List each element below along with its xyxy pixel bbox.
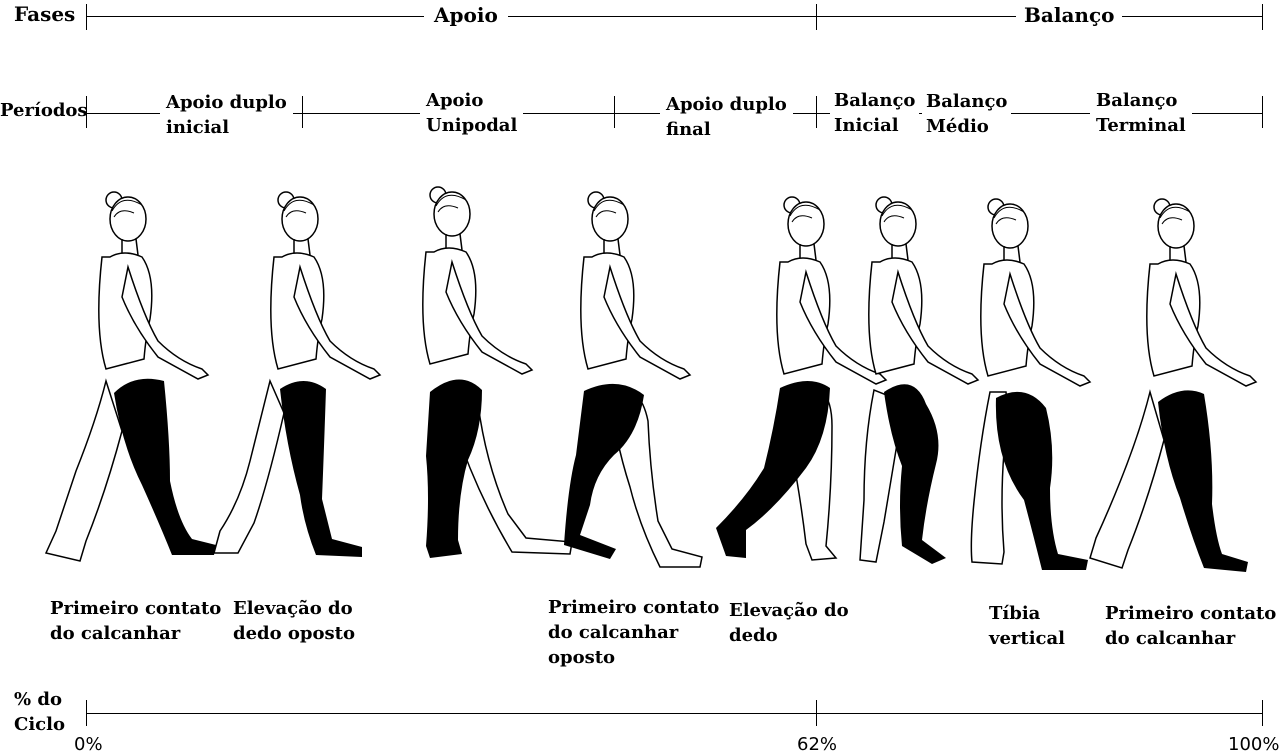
periods-tick-2 [614,96,615,128]
event-label-initial-contact: Primeiro contato do calcanhar [50,596,222,646]
figure-6 [859,196,979,564]
figure-1 [44,191,216,562]
period-label-terminal-swing: Balanço Terminal [1090,88,1192,138]
period-label-double-support-final: Apoio duplo final [660,92,793,142]
period-label-initial-swing: Balanço Inicial [830,88,920,138]
cycle-tick-end [1262,700,1263,726]
cycle-label: % do Ciclo [14,687,65,737]
figure-5 [716,196,887,561]
cycle-start-label: 0% [74,734,103,755]
phases-tick-end [1262,4,1263,30]
figure-7 [970,198,1091,570]
cycle-tick-mid [816,700,817,726]
phases-line [86,16,1262,17]
period-label-double-support-initial: Apoio duplo inicial [160,90,293,140]
figure-3 [422,186,573,558]
cycle-mid-label: 62% [797,734,838,755]
cycle-tick-start [86,700,87,726]
phase-swing-label: Balanço [1016,3,1123,28]
cycle-end-label: 100% [1228,734,1280,755]
periods-tick-0 [86,96,87,128]
periods-label: Períodos [0,98,88,123]
periods-tick-1 [302,96,303,128]
phases-tick-start [86,4,87,30]
figure-4 [564,191,703,568]
periods-tick-3 [816,96,817,128]
gait-figures [44,186,1257,572]
event-label-toe-off: Elevação do dedo [729,598,849,648]
phases-tick-mid [816,4,817,30]
periods-tick-6 [1262,96,1263,128]
period-label-mid-swing: Balanço Médio [922,89,1012,139]
cycle-line [86,713,1262,714]
phase-stance-label: Apoio [424,3,508,28]
figure-8 [1089,198,1257,572]
event-label-initial-contact-end: Primeiro contato do calcanhar [1105,601,1277,651]
phases-label: Fases [14,2,76,27]
event-label-opposite-initial-contact: Primeiro contato do calcanhar oposto [548,595,720,670]
event-label-opposite-toe-off: Elevação do dedo oposto [233,596,355,646]
period-label-single-support: Apoio Unipodal [420,88,524,138]
event-label-tibia-vertical: Tíbia vertical [989,601,1066,651]
figure-2 [213,191,381,557]
